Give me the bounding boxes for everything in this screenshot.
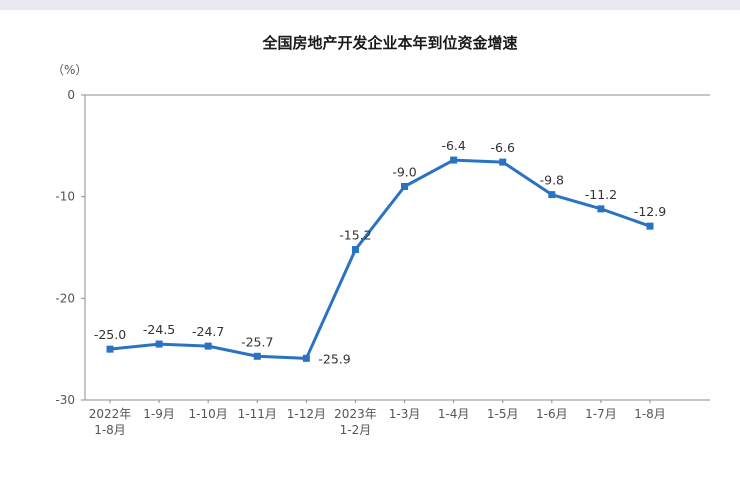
y-tick-label: 0 [67,88,75,102]
data-point-marker [351,246,359,254]
data-value-label: -24.7 [192,324,224,339]
x-category-label: 2023年 [334,407,377,421]
data-line [108,158,652,360]
x-category-label: 1-8月 [94,423,126,437]
x-category-label: 1-5月 [487,407,519,421]
data-value-label: -11.2 [585,187,617,202]
data-point-marker [302,354,310,362]
y-tick-label: -30 [55,393,75,407]
x-category-label: 1-9月 [143,407,175,421]
data-value-label: -25.9 [318,351,350,366]
x-category-label: 1-8月 [634,407,666,421]
data-value-label: -15.2 [339,228,371,243]
x-category-label: 1-10月 [189,407,228,421]
x-category-label: 1-6月 [536,407,568,421]
y-tick-label: -20 [55,291,75,305]
x-category-label: 1-2月 [340,423,372,437]
x-category-label: 2022年 [89,407,132,421]
data-point-marker [450,156,458,164]
data-point-marker [499,158,507,166]
data-value-label: -24.5 [143,322,175,337]
data-point-marker [253,352,261,360]
data-value-label: -6.4 [441,138,465,153]
line-chart: 全国房地产开发企业本年到位资金增速 （%） 0 -10 -20 -30 2022年 1-8月 1… [0,10,740,481]
data-point-marker [155,340,163,348]
y-axis-unit-label: （%） [52,63,87,77]
data-point-marker [106,345,114,353]
chart-canvas: 全国房地产开发企业本年到位资金增速 （%） 0 -10 -20 -30 2022年 1-8月 1… [52,34,710,437]
x-category-label: 1-12月 [287,407,326,421]
data-value-label: -25.0 [94,327,126,342]
data-value-label: -9.8 [540,173,564,188]
x-category-label: 1-3月 [389,407,421,421]
data-point-marker [548,191,556,199]
page-top-strip [0,0,740,10]
x-category-label: 1-7月 [585,407,617,421]
data-point-marker [204,342,212,350]
data-value-label: -25.7 [241,334,273,349]
chart-title: 全国房地产开发企业本年到位资金增速 [261,34,517,52]
x-category-label: 1-11月 [238,407,277,421]
data-point-marker [646,222,654,230]
y-tick-label: -10 [55,190,75,204]
x-category-label: 1-4月 [438,407,470,421]
data-point-marker [597,205,605,213]
data-value-label: -9.0 [392,165,416,180]
data-point-marker [401,183,409,190]
data-value-label: -6.6 [491,140,515,155]
data-value-label: -12.9 [634,204,666,219]
